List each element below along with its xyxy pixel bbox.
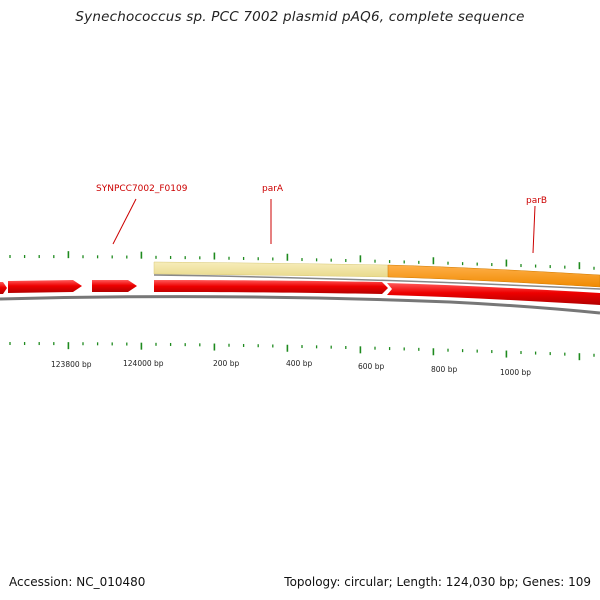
- cds-arrow-parB[interactable]: [387, 283, 600, 305]
- plasmid-backbone-arc: [0, 295, 600, 315]
- scale-label-1000: 1000 bp: [500, 368, 531, 377]
- gene-label-SYNPCC7002_F0109[interactable]: SYNPCC7002_F0109: [96, 184, 188, 194]
- cds-arrow-SYNPCC7002_F0109[interactable]: [92, 280, 137, 292]
- parB-gene-feature[interactable]: [387, 264, 600, 288]
- cds-arrow-parA[interactable]: [154, 280, 388, 294]
- map-title: Synechococcus sp. PCC 7002 plasmid pAQ6,…: [75, 9, 525, 25]
- upper-tick-row: [9, 251, 595, 270]
- scale-label-400: 400 bp: [286, 359, 312, 368]
- scale-label-200: 200 bp: [213, 359, 239, 368]
- topology-summary-text: Topology: circular; Length: 124,030 bp; …: [284, 575, 591, 589]
- upper-band-baseline: [153, 274, 600, 290]
- accession-text: Accession: NC_010480: [9, 575, 146, 589]
- gene-label-parB[interactable]: parB: [526, 196, 547, 206]
- gene-label-parA[interactable]: parA: [262, 184, 284, 194]
- cds-arrow-left-edge[interactable]: [0, 282, 7, 294]
- scale-label-600: 600 bp: [358, 362, 384, 371]
- scale-label-123800: 123800 bp: [51, 360, 92, 369]
- cds-arrow-SYNPCC7002_F0109-upstream[interactable]: [8, 280, 82, 293]
- leader-line-parB: [532, 205, 536, 254]
- scale-label-800: 800 bp: [431, 365, 457, 374]
- parA-gene-feature[interactable]: [153, 261, 389, 278]
- lower-tick-row: [9, 342, 595, 361]
- scale-label-124000: 124000 bp: [123, 359, 164, 368]
- leader-line-SYNPCC7002_F0109: [112, 198, 137, 245]
